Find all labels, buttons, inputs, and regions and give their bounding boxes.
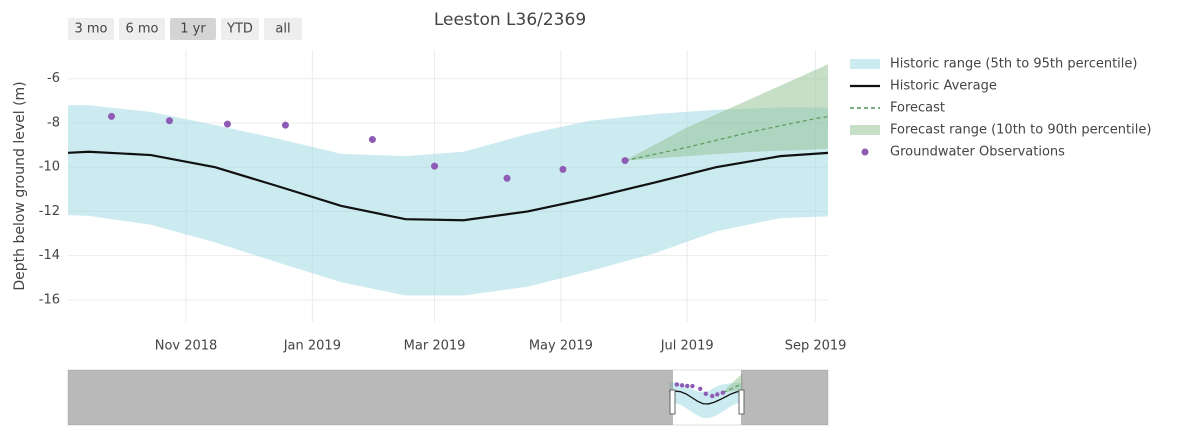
button-bg [68, 18, 114, 40]
legend-label: Forecast range (10th to 90th percentile) [890, 123, 1151, 138]
observation-point [559, 165, 567, 173]
observation-point [703, 391, 708, 396]
observation-point [621, 157, 629, 165]
legend-label: Historic Average [890, 79, 997, 94]
x-tick-label: Mar 2019 [404, 339, 466, 354]
y-tick-label: -10 [39, 160, 60, 175]
y-tick-label: -6 [47, 71, 60, 86]
observation-point [690, 383, 695, 389]
button-bg [264, 18, 302, 40]
x-tick-label: Nov 2018 [155, 339, 218, 354]
y-tick-label: -12 [39, 204, 60, 219]
x-tick-label: Jul 2019 [660, 339, 714, 354]
y-tick-label: -14 [39, 248, 60, 263]
x-tick-label: Jan 2019 [283, 339, 341, 354]
button-label[interactable]: all [275, 22, 290, 37]
observation-point [698, 386, 703, 391]
legend-label: Groundwater Observations [890, 145, 1065, 160]
observation-point [165, 117, 173, 125]
observation-point [685, 383, 690, 389]
button-bg [119, 18, 165, 40]
slider-traces [669, 373, 743, 419]
legend-swatch [850, 125, 880, 135]
slider-handle[interactable] [669, 389, 676, 415]
observation-point [710, 393, 715, 399]
button-bg [221, 18, 259, 40]
observation-point [674, 382, 680, 387]
button-label[interactable]: 6 mo [125, 22, 158, 37]
range-button[interactable]: all [264, 18, 302, 40]
legend-swatch [861, 148, 869, 156]
button-bg [170, 18, 216, 40]
y-tick-label: -16 [39, 292, 60, 307]
legend-label: Forecast [890, 101, 945, 116]
observation-point [368, 136, 376, 144]
range-band [722, 373, 743, 393]
average-line [68, 150, 828, 222]
range-band [68, 105, 828, 296]
button-label[interactable]: 1 yr [180, 22, 206, 37]
range-band [625, 64, 828, 161]
chart-title: Leeston L36/2369 [434, 10, 586, 30]
slider-mask [68, 370, 673, 425]
legend-label: Historic range (5th to 95th percentile) [890, 57, 1137, 72]
legend-swatch [850, 59, 880, 69]
observation-point [720, 390, 726, 395]
range-slider[interactable] [67, 369, 829, 426]
observation-point [107, 112, 115, 120]
button-label[interactable]: 3 mo [74, 22, 107, 37]
range-button[interactable]: YTD [221, 18, 259, 40]
slider-mask [741, 370, 828, 425]
y-axis-label: Depth below ground level (m) [12, 81, 28, 290]
observation-point [281, 121, 289, 129]
observation-point [679, 383, 685, 388]
range-button[interactable]: 6 mo [119, 18, 165, 40]
observation-point [503, 174, 511, 182]
observation-point [223, 120, 231, 128]
x-tick-label: May 2019 [529, 339, 593, 354]
average-line [669, 390, 743, 405]
x-tick-label: Sep 2019 [785, 339, 847, 354]
y-tick-label: -8 [47, 115, 60, 130]
slider-handle[interactable] [738, 389, 745, 415]
plot-area [68, 64, 828, 296]
observation-point [715, 392, 720, 397]
button-label[interactable]: YTD [226, 22, 253, 37]
observation-point [431, 162, 439, 170]
range-button[interactable]: 1 yr [170, 18, 216, 40]
range-button[interactable]: 3 mo [68, 18, 114, 40]
